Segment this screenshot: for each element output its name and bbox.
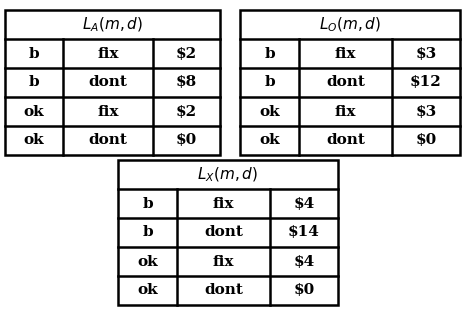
- Text: $L_A(m, d)$: $L_A(m, d)$: [82, 15, 143, 34]
- Text: ok: ok: [137, 255, 158, 268]
- Text: fix: fix: [97, 46, 119, 60]
- Text: fix: fix: [213, 255, 234, 268]
- Text: b: b: [143, 225, 153, 240]
- Text: dont: dont: [204, 284, 243, 298]
- Text: $4: $4: [293, 255, 315, 268]
- Bar: [118, 160, 338, 305]
- Text: ok: ok: [260, 104, 280, 118]
- Text: dont: dont: [326, 76, 365, 90]
- Text: dont: dont: [204, 225, 243, 240]
- Text: $12: $12: [410, 76, 442, 90]
- Text: $14: $14: [288, 225, 320, 240]
- Text: $3: $3: [415, 46, 437, 60]
- Text: $L_O(m, d)$: $L_O(m, d)$: [319, 15, 381, 34]
- Bar: [240, 10, 460, 155]
- Text: b: b: [29, 76, 39, 90]
- Text: dont: dont: [326, 134, 365, 148]
- Text: dont: dont: [89, 76, 128, 90]
- Text: $L_X(m, d)$: $L_X(m, d)$: [198, 165, 259, 184]
- Text: ok: ok: [24, 134, 44, 148]
- Text: $4: $4: [293, 197, 315, 210]
- Text: ok: ok: [24, 104, 44, 118]
- Text: b: b: [264, 46, 275, 60]
- Text: ok: ok: [137, 284, 158, 298]
- Text: ok: ok: [260, 134, 280, 148]
- Text: fix: fix: [213, 197, 234, 210]
- Text: $0: $0: [293, 284, 315, 298]
- Text: $2: $2: [176, 46, 197, 60]
- Text: fix: fix: [97, 104, 119, 118]
- Text: $0: $0: [176, 134, 197, 148]
- Text: $3: $3: [415, 104, 437, 118]
- Bar: [5, 10, 220, 155]
- Text: b: b: [143, 197, 153, 210]
- Text: b: b: [29, 46, 39, 60]
- Text: $2: $2: [176, 104, 197, 118]
- Text: $0: $0: [415, 134, 437, 148]
- Text: fix: fix: [335, 104, 356, 118]
- Text: dont: dont: [89, 134, 128, 148]
- Text: $8: $8: [176, 76, 197, 90]
- Text: fix: fix: [335, 46, 356, 60]
- Text: b: b: [264, 76, 275, 90]
